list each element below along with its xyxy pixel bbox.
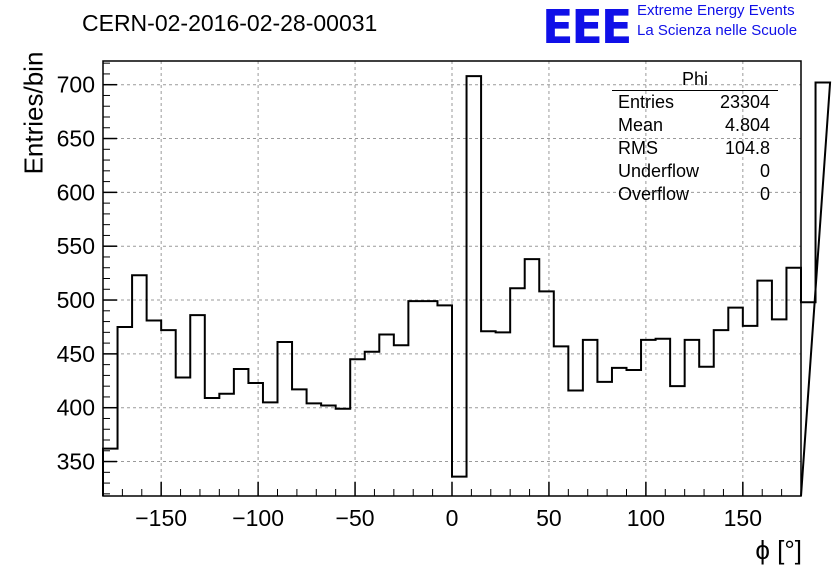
stats-label: RMS — [618, 138, 658, 158]
x-tick-label: 50 — [536, 505, 562, 531]
stats-row-rms: RMS 104.8 — [612, 137, 778, 160]
y-tick-labels: 350 400 450 500 550 600 650 700 — [57, 72, 95, 475]
histogram-series — [102, 75, 832, 497]
x-axis-label: ϕ [°] — [755, 535, 802, 565]
stats-row-underflow: Underflow 0 — [612, 160, 778, 183]
stats-value: 0 — [759, 184, 770, 204]
y-tick-label: 600 — [57, 179, 95, 205]
y-tick-label: 400 — [57, 395, 95, 421]
stats-label: Entries — [618, 92, 675, 112]
stats-value: 104.8 — [724, 138, 770, 158]
y-tick-label: 650 — [57, 126, 95, 152]
y-tick-label: 550 — [57, 233, 95, 259]
logo-line-1: Extreme Energy Events — [637, 2, 795, 19]
x-tick-label: 150 — [724, 505, 762, 531]
y-tick-label: 700 — [57, 72, 95, 98]
x-tick-label: 100 — [627, 505, 665, 531]
stats-value: 23304 — [719, 92, 770, 112]
stats-label: Underflow — [618, 161, 700, 181]
stats-row-overflow: Overflow 0 — [612, 183, 778, 206]
x-tick-label: −150 — [135, 505, 187, 531]
stats-title: Phi — [612, 68, 778, 91]
stats-value: 4.804 — [724, 115, 770, 135]
y-tick-label: 500 — [57, 287, 95, 313]
y-tick-label: 450 — [57, 341, 95, 367]
stats-label: Mean — [618, 115, 664, 135]
eee-logo: EEE — [542, 0, 632, 54]
y-tick-label: 350 — [57, 449, 95, 475]
axis-ticks — [102, 62, 802, 496]
chart-title: CERN-02-2016-02-28-00031 — [82, 10, 378, 36]
stats-value: 0 — [759, 161, 770, 181]
stats-row-entries: Entries 23304 — [612, 91, 778, 114]
x-tick-label: 0 — [446, 505, 459, 531]
logo-line-2: La Scienza nelle Scuole — [637, 22, 798, 39]
x-tick-labels: −150 −100 −50 0 50 100 150 — [135, 505, 762, 531]
stats-row-mean: Mean 4.804 — [612, 114, 778, 137]
x-tick-label: −50 — [336, 505, 375, 531]
stats-label: Overflow — [618, 184, 690, 204]
stats-box: Phi Entries 23304 Mean 4.804 RMS 104.8 U… — [612, 68, 778, 206]
x-tick-label: −100 — [232, 505, 284, 531]
y-axis-label: Entries/bin — [18, 51, 49, 175]
